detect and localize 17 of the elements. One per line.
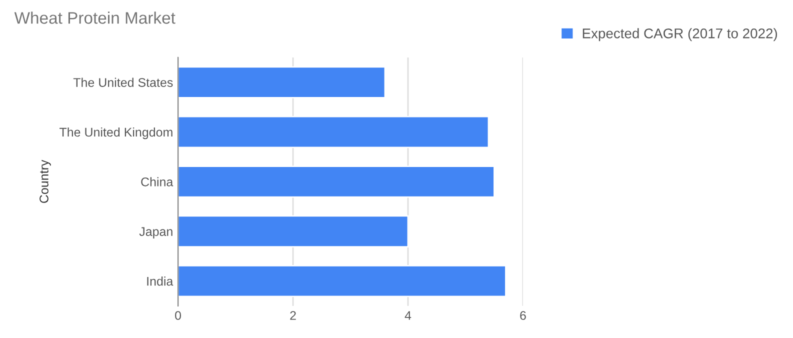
bar bbox=[178, 264, 506, 298]
bar bbox=[178, 166, 495, 198]
x-tick-label: 4 bbox=[404, 311, 412, 320]
legend-label: Expected CAGR (2017 to 2022) bbox=[582, 28, 777, 42]
bar bbox=[178, 215, 409, 248]
y-axis-title: Country bbox=[40, 160, 51, 203]
bar bbox=[178, 116, 490, 148]
y-tick-label: India bbox=[147, 276, 174, 286]
chart-title: Wheat Protein Market bbox=[14, 12, 176, 24]
y-tick-label: The United Kingdom bbox=[60, 127, 172, 140]
y-tick-label: Japan bbox=[139, 227, 172, 238]
x-tick-label: 0 bbox=[175, 311, 182, 320]
bar bbox=[178, 66, 386, 98]
y-tick-label: China bbox=[141, 177, 174, 186]
x-tick-label: 2 bbox=[290, 311, 296, 320]
y-tick-label: The United States bbox=[73, 78, 173, 87]
x-tick-label: 6 bbox=[520, 311, 526, 320]
